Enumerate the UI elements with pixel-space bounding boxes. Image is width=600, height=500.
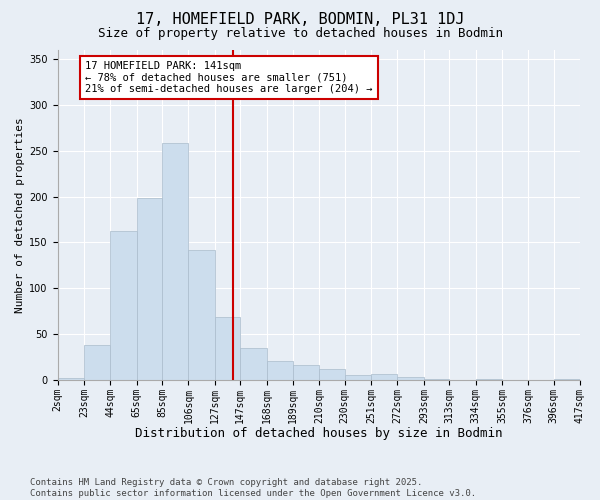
Text: Size of property relative to detached houses in Bodmin: Size of property relative to detached ho… [97,28,503,40]
Bar [293,366,319,380]
Bar [266,360,293,380]
Bar [554,379,580,380]
Bar [110,230,137,380]
X-axis label: Distribution of detached houses by size in Bodmin: Distribution of detached houses by size … [135,427,503,440]
Bar [371,374,397,380]
Bar [476,379,502,380]
Bar [397,377,424,380]
Y-axis label: Number of detached properties: Number of detached properties [15,117,25,313]
Bar [84,345,110,380]
Bar [240,348,266,380]
Bar [162,144,188,380]
Bar [319,369,344,380]
Bar [137,198,162,380]
Bar [424,379,449,380]
Text: 17 HOMEFIELD PARK: 141sqm
← 78% of detached houses are smaller (751)
21% of semi: 17 HOMEFIELD PARK: 141sqm ← 78% of detac… [85,61,373,94]
Bar [215,316,240,380]
Text: Contains HM Land Registry data © Crown copyright and database right 2025.
Contai: Contains HM Land Registry data © Crown c… [30,478,476,498]
Bar [344,376,371,380]
Bar [188,250,215,380]
Bar [58,378,84,380]
Text: 17, HOMEFIELD PARK, BODMIN, PL31 1DJ: 17, HOMEFIELD PARK, BODMIN, PL31 1DJ [136,12,464,28]
